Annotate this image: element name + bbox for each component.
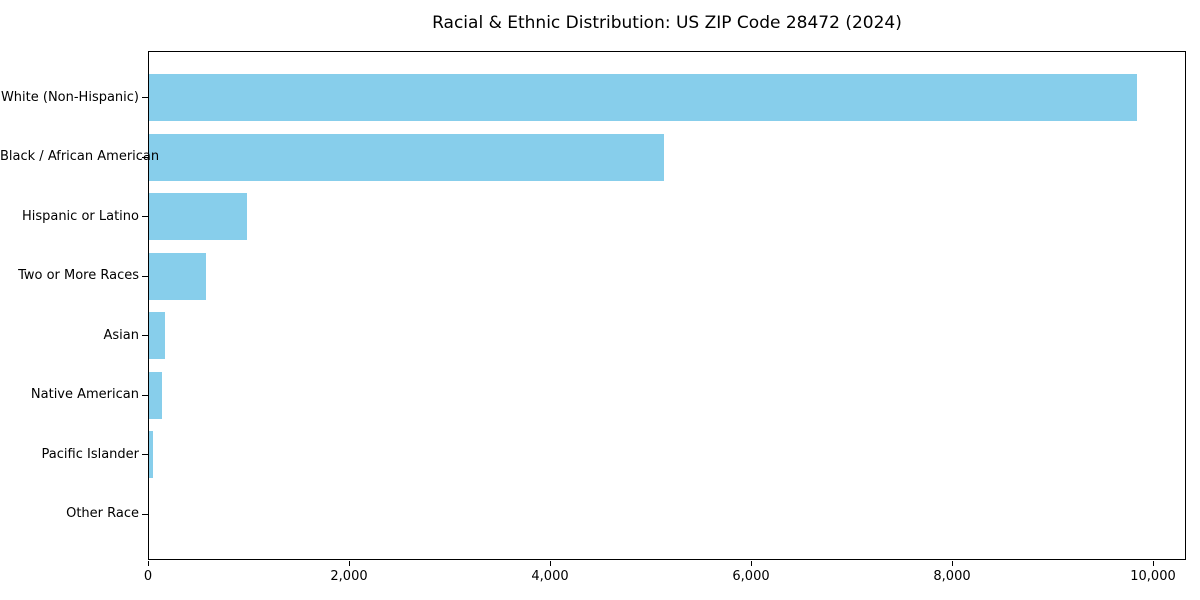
y-axis-tick bbox=[142, 275, 148, 277]
x-axis-tick bbox=[147, 561, 149, 566]
y-axis-tick bbox=[142, 156, 148, 158]
x-axis-tick bbox=[549, 561, 551, 566]
y-axis-tick bbox=[142, 513, 148, 515]
x-axis-label: 4,000 bbox=[531, 569, 569, 584]
y-axis-label: Pacific Islander bbox=[41, 446, 139, 462]
bar bbox=[149, 371, 163, 419]
y-axis-label: Native American bbox=[30, 387, 139, 402]
bar bbox=[149, 193, 247, 240]
y-axis-label: Two or More Races bbox=[18, 268, 139, 283]
y-axis-tick bbox=[142, 335, 148, 336]
x-axis-label: 10,000 bbox=[1130, 569, 1176, 584]
x-axis-tick bbox=[348, 561, 350, 566]
plot-area bbox=[148, 51, 1186, 560]
bar bbox=[149, 431, 154, 478]
bar bbox=[149, 312, 166, 359]
y-axis-label: Hispanic or Latino bbox=[21, 208, 139, 224]
x-axis-label: 2,000 bbox=[330, 569, 368, 584]
x-axis-tick bbox=[1152, 561, 1154, 566]
x-axis-label: 0 bbox=[143, 569, 153, 584]
y-axis-label: Asian bbox=[103, 327, 139, 343]
y-axis-label: Other Race bbox=[66, 506, 139, 521]
chart-title: Racial & Ethnic Distribution: US ZIP Cod… bbox=[432, 13, 902, 33]
x-axis-tick bbox=[750, 561, 752, 566]
y-axis-label: White (Non-Hispanic) bbox=[0, 89, 139, 105]
x-axis-label: 6,000 bbox=[732, 569, 770, 584]
y-axis-tick bbox=[142, 454, 148, 455]
x-axis-label: 8,000 bbox=[933, 569, 971, 584]
y-axis-tick bbox=[142, 216, 148, 217]
bar bbox=[149, 252, 206, 300]
y-axis-tick bbox=[142, 394, 148, 396]
x-axis-tick bbox=[951, 561, 953, 566]
bar bbox=[149, 133, 664, 181]
y-axis-label: Black / African American bbox=[0, 149, 160, 164]
y-axis-tick bbox=[142, 97, 148, 98]
bar bbox=[149, 74, 1137, 121]
